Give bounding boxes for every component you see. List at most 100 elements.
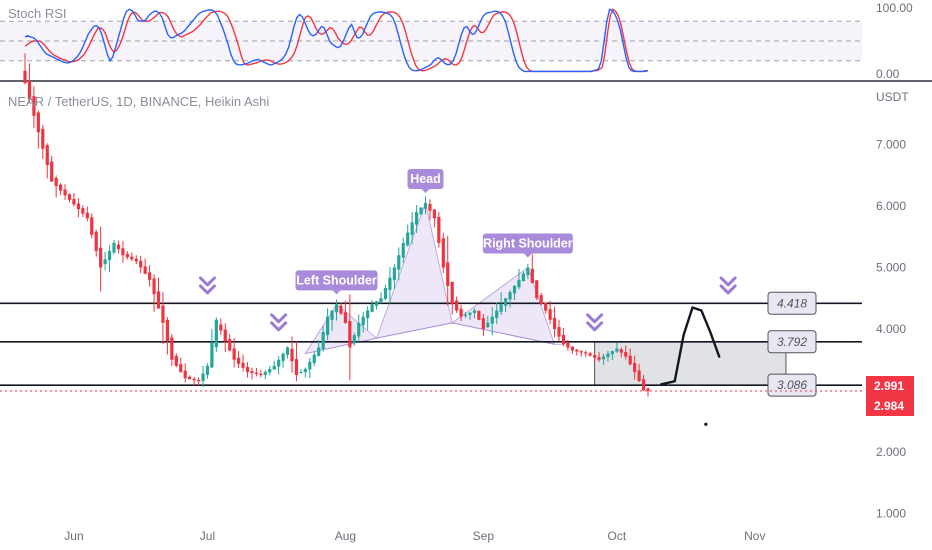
current-price-tag: 2.984 — [866, 396, 914, 416]
candle-body — [575, 349, 579, 352]
candle-body — [561, 334, 566, 345]
time-axis[interactable]: Jun Jul Aug Sep Oct Nov — [64, 529, 765, 543]
candle-body — [285, 347, 290, 355]
double-chevron-down-icon — [719, 276, 737, 295]
candle-body — [85, 212, 89, 219]
x-tick-labels: Jun Jul Aug Sep Oct Nov — [64, 529, 765, 543]
candle-body — [139, 260, 143, 268]
indicator-tick-top: 100.00 — [876, 1, 913, 15]
candle-body — [472, 310, 477, 313]
candle-body — [379, 298, 383, 303]
left-shoulder-label: Left Shoulder — [295, 270, 378, 295]
double-chevron-down-icon — [586, 313, 604, 332]
candle-body — [188, 376, 192, 380]
candle-body — [490, 316, 494, 324]
price-background — [0, 82, 862, 522]
candle-body — [504, 298, 508, 306]
candle-body — [281, 353, 285, 361]
candle-body — [205, 365, 210, 375]
candle-body — [348, 320, 352, 348]
candle-body — [237, 357, 241, 364]
candle-body — [641, 379, 646, 391]
candle-body — [54, 177, 58, 187]
candle-body — [228, 339, 232, 351]
candle-body — [103, 259, 107, 265]
candle-body — [437, 216, 441, 243]
candle-body — [272, 365, 276, 370]
candle-body — [633, 362, 637, 373]
candle-body — [619, 349, 623, 353]
svg-text:Head: Head — [410, 172, 441, 186]
indicator-title: Stoch RSI — [8, 6, 67, 21]
candle-body — [406, 232, 410, 246]
candle-body — [343, 312, 347, 323]
candle-body — [50, 161, 54, 182]
x-tick-label: Aug — [335, 529, 356, 543]
candle-body — [535, 280, 539, 299]
double-chevron-down-icon — [270, 313, 288, 332]
candle-body — [116, 244, 121, 250]
candle-body — [290, 348, 294, 362]
y-tick-label: 7.000 — [876, 138, 906, 152]
candle-body — [321, 332, 325, 349]
level-label: 3.086 — [767, 373, 817, 397]
candle-body — [277, 359, 281, 367]
price-pane[interactable]: Left Shoulder Head Right Shoulder 4.418 3.7… — [0, 53, 862, 522]
candle-body — [401, 242, 405, 258]
candle-body — [517, 279, 521, 288]
candle-body — [183, 370, 187, 379]
candle-body — [557, 327, 561, 337]
candle-body — [530, 268, 534, 283]
svg-text:4.418: 4.418 — [777, 296, 807, 310]
candle-body — [245, 367, 250, 373]
candle-body — [196, 379, 201, 382]
x-tick-label: Nov — [744, 529, 765, 543]
candle-body — [388, 277, 392, 290]
current-price-tag: 2.991 — [866, 376, 914, 396]
candle-body — [477, 310, 481, 320]
candle-body — [263, 372, 267, 375]
support-resistance-lines[interactable] — [0, 302, 862, 386]
candle-body — [366, 310, 370, 319]
candle-body — [339, 305, 343, 314]
candles-layer — [23, 53, 650, 397]
candle-body — [161, 305, 165, 323]
candle-body — [566, 342, 570, 348]
candle-body — [192, 378, 196, 381]
candle-body — [615, 348, 619, 352]
candle-body — [637, 370, 641, 382]
x-tick-label: Jun — [64, 529, 83, 543]
candle-body — [610, 351, 614, 355]
candle-body — [107, 251, 112, 261]
candle-body — [99, 247, 103, 268]
candle-body — [357, 322, 361, 337]
y-tick-label: 2.000 — [876, 445, 906, 459]
candle-body — [521, 273, 525, 282]
candle-body — [81, 208, 85, 214]
neckline — [305, 322, 564, 355]
candle-body — [446, 262, 450, 286]
candle-body — [23, 70, 27, 84]
candle-body — [383, 287, 388, 299]
stoch-rsi-pane[interactable]: Stoch RSI 100.00 0.00 — [0, 0, 913, 81]
svg-text:3.086: 3.086 — [777, 378, 807, 392]
candle-body — [463, 314, 468, 316]
indicator-background — [0, 0, 862, 80]
candle-body — [125, 253, 129, 258]
candle-body — [601, 356, 606, 360]
candle-body — [588, 353, 592, 356]
candle-body — [174, 355, 178, 366]
candle-body — [72, 198, 76, 205]
candle-body — [210, 342, 214, 368]
candle-body — [410, 222, 414, 235]
candle-body — [41, 128, 45, 149]
candle-body — [241, 362, 245, 368]
candle-body — [552, 317, 557, 329]
candle-body — [259, 373, 263, 376]
y-tick-label: 1.000 — [876, 506, 906, 520]
candle-body — [548, 309, 552, 320]
x-tick-label: Oct — [608, 529, 627, 543]
price-axis[interactable]: USDT 7.0006.0005.0004.0003.0002.0001.000… — [0, 90, 914, 520]
